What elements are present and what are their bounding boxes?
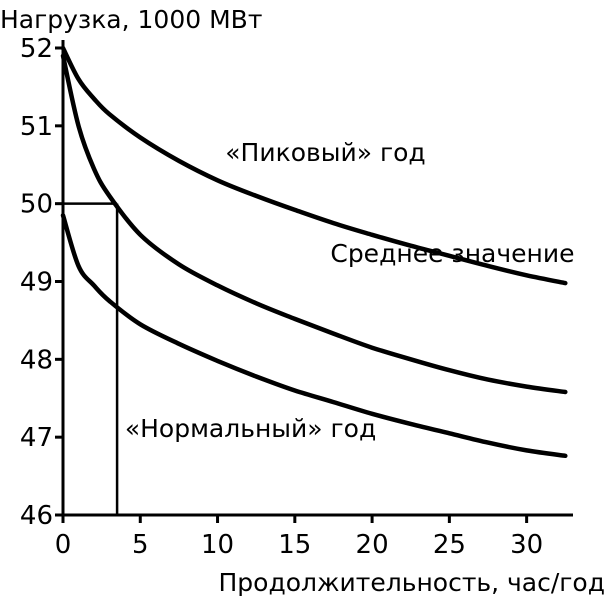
x-tick-label: 20 [356, 530, 389, 560]
y-tick-label: 52 [20, 34, 53, 64]
y-tick-label: 51 [20, 112, 53, 142]
y-tick-label: 48 [20, 345, 53, 375]
peak-year-label: «Пиковый» год [225, 138, 425, 167]
x-tick-label: 10 [201, 530, 234, 560]
series-lines [60, 45, 568, 459]
normal-year-curve [60, 213, 568, 459]
x-tick-label: 30 [510, 530, 543, 560]
y-tick-label: 46 [20, 501, 53, 531]
average-curve [60, 53, 568, 395]
average-label: Среднее значение [330, 239, 574, 268]
x-tick-label: 0 [55, 530, 72, 560]
y-tick-label: 47 [20, 423, 53, 453]
x-tick-label: 15 [278, 530, 311, 560]
normal-year-label: «Нормальный» год [125, 414, 376, 443]
y-tick-label: 49 [20, 268, 53, 298]
x-ticks: 0 5 10 15 20 25 30 [55, 515, 543, 560]
x-tick-label: 5 [132, 530, 149, 560]
peak-year-curve [60, 45, 568, 286]
y-tick-label: 50 [20, 190, 53, 220]
x-tick-label: 25 [433, 530, 466, 560]
y-ticks: 46 47 48 49 50 51 52 [20, 34, 63, 531]
series-annotations: «Пиковый» год Среднее значение «Нормальный… [125, 138, 575, 443]
x-axis-title: Продолжительность, час/год [219, 568, 606, 597]
reference-lines [63, 202, 119, 515]
y-axis-title: Нагрузка, 1000 МВт [0, 5, 262, 34]
